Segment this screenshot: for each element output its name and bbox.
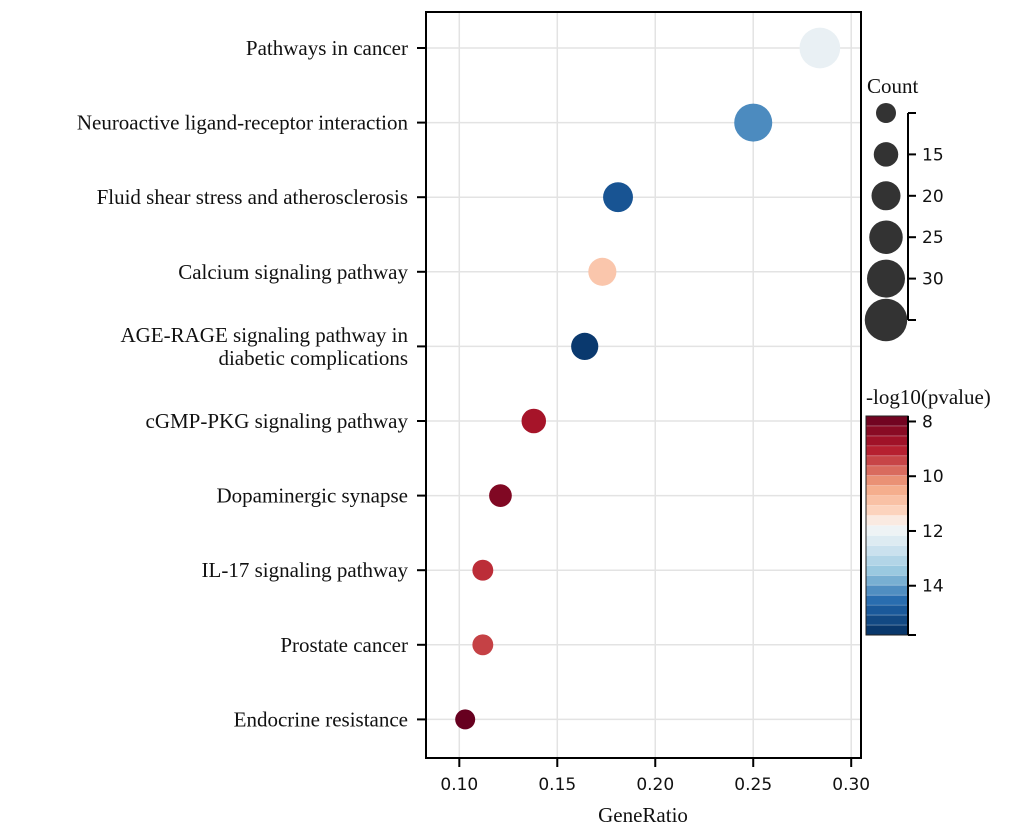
colorbar-band <box>866 555 908 566</box>
x-tick-label: 0.20 <box>636 775 674 795</box>
y-tick-label: Endocrine resistance <box>234 707 408 731</box>
x-tick-label: 0.10 <box>440 775 478 795</box>
colorbar-band <box>866 525 908 536</box>
y-tick-label: Neuroactive ligand-receptor interaction <box>77 111 409 135</box>
size-legend-label: 15 <box>922 145 944 165</box>
colorbar-band <box>866 485 908 497</box>
colorbar-label: 8 <box>922 412 933 432</box>
data-points <box>455 27 841 730</box>
colorbar-band <box>866 615 908 626</box>
colorbar-band <box>866 565 908 576</box>
colorbar-label: 14 <box>922 577 944 597</box>
size-legend-title: Count <box>867 74 919 98</box>
colorbar-band <box>866 575 908 586</box>
size-legend-label: 30 <box>922 270 944 290</box>
y-tick-label: Prostate cancer <box>280 633 408 657</box>
colorbar-band <box>866 445 908 457</box>
x-tick-label: 0.15 <box>538 775 576 795</box>
data-point <box>603 182 633 213</box>
size-legend: Count 15 20 25 30 <box>864 74 944 342</box>
data-point <box>799 27 841 69</box>
size-legend-circle <box>873 142 899 167</box>
plot-frame <box>425 11 862 759</box>
colorbar-band <box>866 515 908 526</box>
colorbar-band <box>866 465 908 477</box>
y-tick-label: Pathways in cancer <box>246 36 408 60</box>
data-point <box>472 559 494 581</box>
data-point <box>588 257 617 286</box>
data-point <box>734 103 773 142</box>
colorbar-band <box>866 585 908 596</box>
colorbar-band <box>866 435 908 447</box>
size-legend-circle <box>876 103 896 123</box>
y-tick-label: diabetic complications <box>218 346 408 370</box>
y-axis: Pathways in cancer Neuroactive ligand-rec… <box>77 36 426 731</box>
data-point <box>455 709 476 730</box>
size-legend-circle <box>864 298 908 342</box>
x-axis-title: GeneRatio <box>598 803 688 827</box>
y-tick-label: Calcium signaling pathway <box>178 260 408 284</box>
color-legend: -log10(pvalue) 8 10 12 14 <box>865 385 991 636</box>
data-point <box>489 484 512 507</box>
y-tick-label: IL-17 signaling pathway <box>202 558 409 582</box>
colorbar-band <box>866 495 908 507</box>
colorbar-band <box>866 595 908 606</box>
colorbar-band <box>866 416 908 427</box>
size-legend-circle <box>871 181 901 211</box>
colorbar-band <box>866 605 908 616</box>
color-legend-title: -log10(pvalue) <box>866 385 991 409</box>
colorbar-band <box>866 535 908 546</box>
colorbar-band <box>866 455 908 467</box>
size-legend-circle <box>869 220 903 254</box>
colorbar-label: 10 <box>922 467 944 487</box>
colorbar-band <box>866 505 908 517</box>
x-axis: 0.10 0.15 0.20 0.25 0.30 <box>440 758 870 795</box>
y-tick-label: Fluid shear stress and atherosclerosis <box>97 185 408 209</box>
colorbar-band <box>866 475 908 487</box>
data-point <box>571 332 599 360</box>
x-tick-label: 0.30 <box>832 775 870 795</box>
data-point <box>472 634 494 656</box>
y-tick-label: AGE-RAGE signaling pathway in <box>120 323 408 347</box>
colorbar-band <box>866 545 908 556</box>
y-tick-label: cGMP-PKG signaling pathway <box>146 409 409 433</box>
colorbar-label: 12 <box>922 522 944 542</box>
colorbar-band <box>866 425 908 437</box>
size-legend-circle <box>867 259 905 298</box>
x-tick-label: 0.25 <box>734 775 772 795</box>
size-legend-label: 20 <box>922 187 944 207</box>
y-tick-label: Dopaminergic synapse <box>217 484 408 508</box>
colorbar-band <box>866 625 908 636</box>
size-legend-label: 25 <box>922 228 944 248</box>
data-point <box>521 408 547 434</box>
